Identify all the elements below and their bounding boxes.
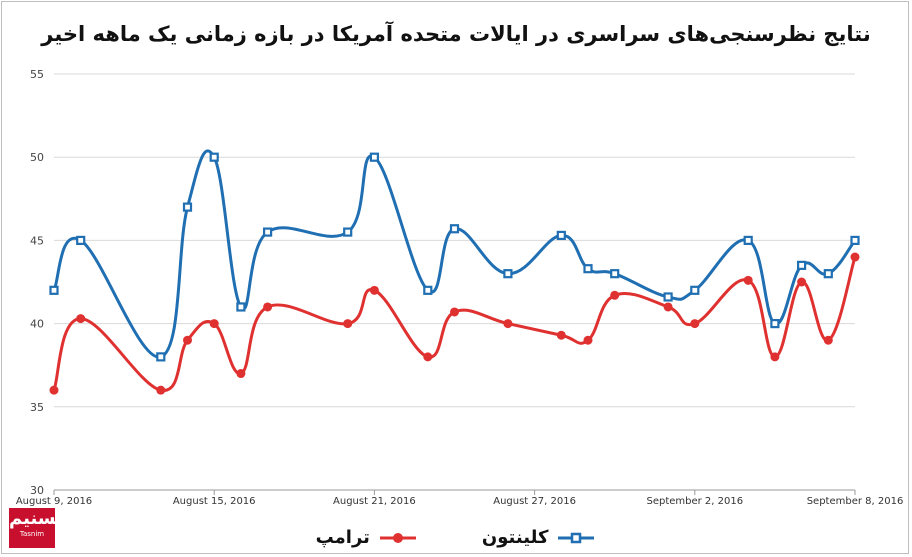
- data-point-clinton: [690, 285, 700, 295]
- data-point-trump: [583, 335, 593, 345]
- data-point-clinton: [49, 285, 59, 295]
- data-point-clinton: [503, 269, 513, 279]
- data-point-trump: [663, 302, 673, 312]
- logo-text: Tasnim: [19, 530, 45, 538]
- data-point-clinton: [76, 235, 86, 245]
- series-lines: [52, 149, 857, 392]
- data-point-clinton: [156, 352, 166, 362]
- x-tick-label: August 15, 2016: [173, 496, 256, 507]
- data-point-clinton: [556, 230, 566, 241]
- data-point-trump: [263, 302, 273, 312]
- data-point-clinton: [263, 227, 273, 237]
- gridlines: [54, 73, 855, 491]
- data-point-clinton: [369, 152, 379, 162]
- data-point-trump: [423, 352, 433, 362]
- data-point-clinton: [610, 269, 620, 279]
- series-line-trump: [52, 256, 857, 392]
- data-point-trump: [797, 277, 807, 287]
- data-point-clinton: [770, 319, 780, 329]
- x-tick-label: August 27, 2016: [493, 496, 576, 507]
- data-point-clinton: [850, 235, 860, 245]
- x-tick-label: August 21, 2016: [333, 496, 416, 507]
- data-point-trump: [850, 252, 860, 262]
- data-point-trump: [156, 385, 166, 395]
- data-point-clinton: [423, 285, 433, 295]
- y-tick-label: 30: [30, 484, 44, 497]
- y-axis: 30 35 40 45 50 55: [30, 68, 44, 497]
- data-point-trump: [823, 335, 833, 345]
- y-tick-label: 45: [30, 234, 44, 247]
- data-point-clinton: [236, 302, 246, 312]
- x-axis: August 9, 2016 August 15, 2016 August 21, …: [16, 490, 903, 507]
- data-point-trump: [369, 285, 379, 295]
- data-point-trump: [76, 314, 86, 324]
- data-point-trump: [743, 275, 753, 285]
- data-point-clinton: [796, 260, 807, 270]
- y-tick-label: 40: [30, 318, 44, 331]
- logo-mark: تسنیم: [9, 508, 63, 529]
- legend-item-clinton: کلینتون: [482, 527, 597, 548]
- legend: کلینتون ترامپ: [0, 527, 912, 548]
- series-markers: [49, 152, 860, 395]
- data-point-trump: [450, 307, 459, 317]
- y-tick-label: 55: [30, 68, 44, 81]
- data-point-trump: [183, 335, 192, 345]
- legend-line-blue: [558, 532, 595, 543]
- data-point-trump: [556, 330, 566, 340]
- data-point-clinton: [743, 235, 753, 245]
- data-point-clinton: [209, 152, 219, 162]
- data-point-trump: [770, 352, 780, 362]
- tasnim-logo: تسنیم Tasnim: [9, 508, 63, 548]
- data-point-trump: [209, 319, 219, 329]
- legend-label-trump: ترامپ: [315, 527, 370, 548]
- legend-line-red: [379, 532, 416, 543]
- chart-title: نتایج نظرسنجی‌های سراسری در ایالات متحده…: [41, 22, 871, 46]
- data-point-trump: [343, 319, 353, 329]
- legend-label-clinton: کلینتون: [481, 527, 549, 548]
- y-tick-label: 50: [30, 151, 44, 164]
- data-point-clinton: [823, 269, 833, 279]
- data-point-trump: [690, 319, 700, 329]
- x-tick-label: September 8, 2016: [807, 496, 904, 507]
- x-tick-label: August 9, 2016: [16, 496, 92, 507]
- data-point-clinton: [182, 202, 193, 212]
- x-tick-label: September 2, 2016: [646, 496, 743, 507]
- series-line-clinton: [52, 149, 857, 359]
- data-point-trump: [236, 369, 246, 379]
- data-point-clinton: [449, 224, 460, 234]
- data-point-trump: [49, 385, 59, 395]
- data-point-clinton: [343, 227, 353, 237]
- data-point-trump: [610, 290, 620, 300]
- y-tick-label: 35: [30, 401, 44, 414]
- data-point-clinton: [663, 292, 673, 302]
- data-point-trump: [503, 319, 513, 329]
- data-point-clinton: [583, 264, 593, 274]
- legend-item-trump: ترامپ: [316, 527, 418, 548]
